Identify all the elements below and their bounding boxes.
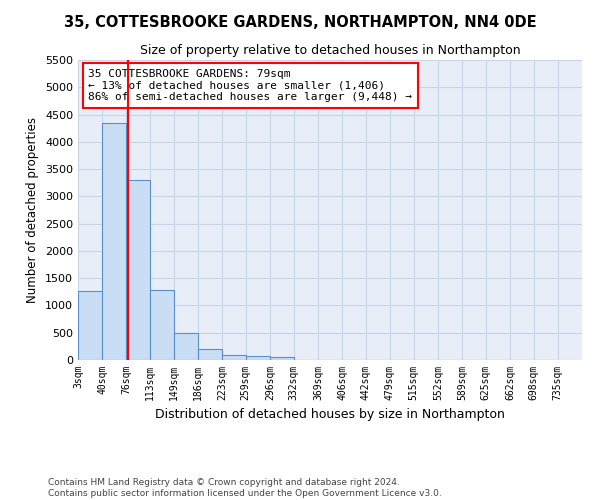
Bar (270, 358, 294, 360)
Bar (126, 180, 150, 360)
Bar (198, 348, 222, 360)
Y-axis label: Number of detached properties: Number of detached properties (26, 117, 40, 303)
Bar (173, 334, 198, 360)
Text: 35, COTTESBROOKE GARDENS, NORTHAMPTON, NN4 0DE: 35, COTTESBROOKE GARDENS, NORTHAMPTON, N… (64, 15, 536, 30)
Text: Contains HM Land Registry data © Crown copyright and database right 2024.
Contai: Contains HM Land Registry data © Crown c… (48, 478, 442, 498)
Bar (222, 355, 247, 360)
Text: 35 COTTESBROOKE GARDENS: 79sqm
← 13% of detached houses are smaller (1,406)
86% : 35 COTTESBROOKE GARDENS: 79sqm ← 13% of … (88, 69, 412, 102)
Bar (246, 356, 270, 360)
X-axis label: Distribution of detached houses by size in Northampton: Distribution of detached houses by size … (155, 408, 505, 422)
Bar (78, 292, 102, 360)
Bar (102, 124, 127, 360)
Title: Size of property relative to detached houses in Northampton: Size of property relative to detached ho… (140, 44, 520, 58)
Bar (150, 290, 175, 360)
